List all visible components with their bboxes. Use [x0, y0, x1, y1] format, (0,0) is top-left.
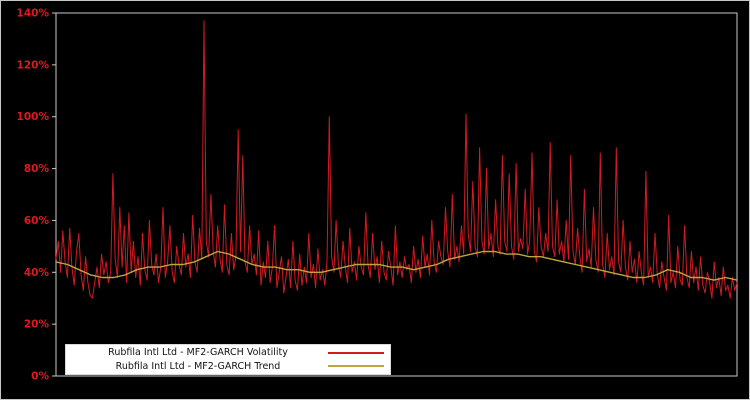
y-tick-label: 120%	[17, 59, 50, 71]
legend-item-volatility: Rubfila Intl Ltd - MF2-GARCH Volatility	[72, 346, 384, 360]
y-tick-label: 60%	[24, 215, 50, 227]
y-tick-label: 0%	[31, 371, 49, 383]
legend-line-trend-sample	[328, 365, 384, 368]
legend-item-trend: Rubfila Intl Ltd - MF2-GARCH Trend	[72, 360, 384, 374]
y-tick-label: 100%	[17, 111, 50, 123]
legend-line-volatility-sample	[328, 351, 384, 354]
y-tick-label: 20%	[24, 319, 50, 331]
y-tick-label: 40%	[24, 267, 50, 279]
trend-series	[55, 250, 738, 281]
y-tick-label: 140%	[17, 8, 50, 20]
y-tick-label: 80%	[24, 163, 50, 175]
legend: Rubfila Intl Ltd - MF2-GARCH Volatility …	[65, 344, 391, 375]
volatility-series	[55, 20, 738, 299]
legend-label-volatility: Rubfila Intl Ltd - MF2-GARCH Volatility	[108, 347, 288, 359]
legend-label-trend: Rubfila Intl Ltd - MF2-GARCH Trend	[115, 360, 281, 372]
plot-border	[55, 12, 738, 377]
